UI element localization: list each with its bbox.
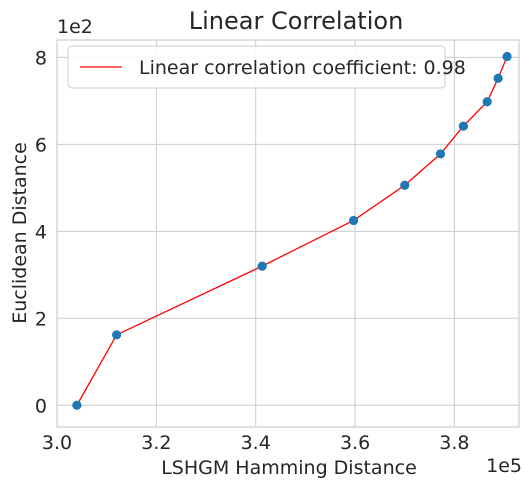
data-point (348, 215, 359, 226)
x-tick-labels: 3.0 3.2 3.4 3.6 3.8 (42, 432, 470, 454)
y-axis-label: Euclidean Distance (9, 142, 31, 324)
x-axis-exponent: 1e5 (486, 455, 522, 477)
y-tick-label: 8 (35, 47, 47, 69)
y-tick-label: 4 (35, 221, 47, 243)
y-tick-label: 0 (35, 395, 47, 417)
data-point (72, 400, 82, 410)
y-axis-exponent: 1e2 (57, 16, 93, 38)
series-line (76, 56, 508, 406)
y-tick-labels: 0 2 4 6 8 (35, 47, 47, 417)
x-tick-label: 3.4 (241, 432, 271, 454)
x-tick-label: 3.8 (439, 432, 469, 454)
data-point (502, 51, 512, 62)
data-point (482, 97, 492, 107)
y-tick-label: 6 (35, 134, 47, 156)
y-tick-label: 2 (35, 308, 47, 330)
legend: Linear correlation coefficient: 0.98 (67, 45, 466, 89)
data-point (257, 261, 267, 271)
x-tick-label: 3.2 (141, 432, 171, 454)
legend-box (67, 45, 446, 89)
grid (56, 40, 519, 427)
chart-title: Linear Correlation (189, 7, 404, 35)
data-point (400, 180, 410, 190)
x-tick-label: 3.0 (42, 432, 72, 454)
data-point (435, 149, 446, 159)
x-tick-label: 3.6 (340, 432, 370, 454)
data-point (112, 330, 122, 340)
x-axis-label: LSHGM Hamming Distance (161, 457, 417, 479)
data-point (458, 121, 468, 131)
plot-frame (56, 39, 520, 428)
legend-label: Linear correlation coefficient: 0.98 (139, 57, 466, 79)
data-point (493, 73, 503, 83)
series-layer (72, 51, 512, 410)
